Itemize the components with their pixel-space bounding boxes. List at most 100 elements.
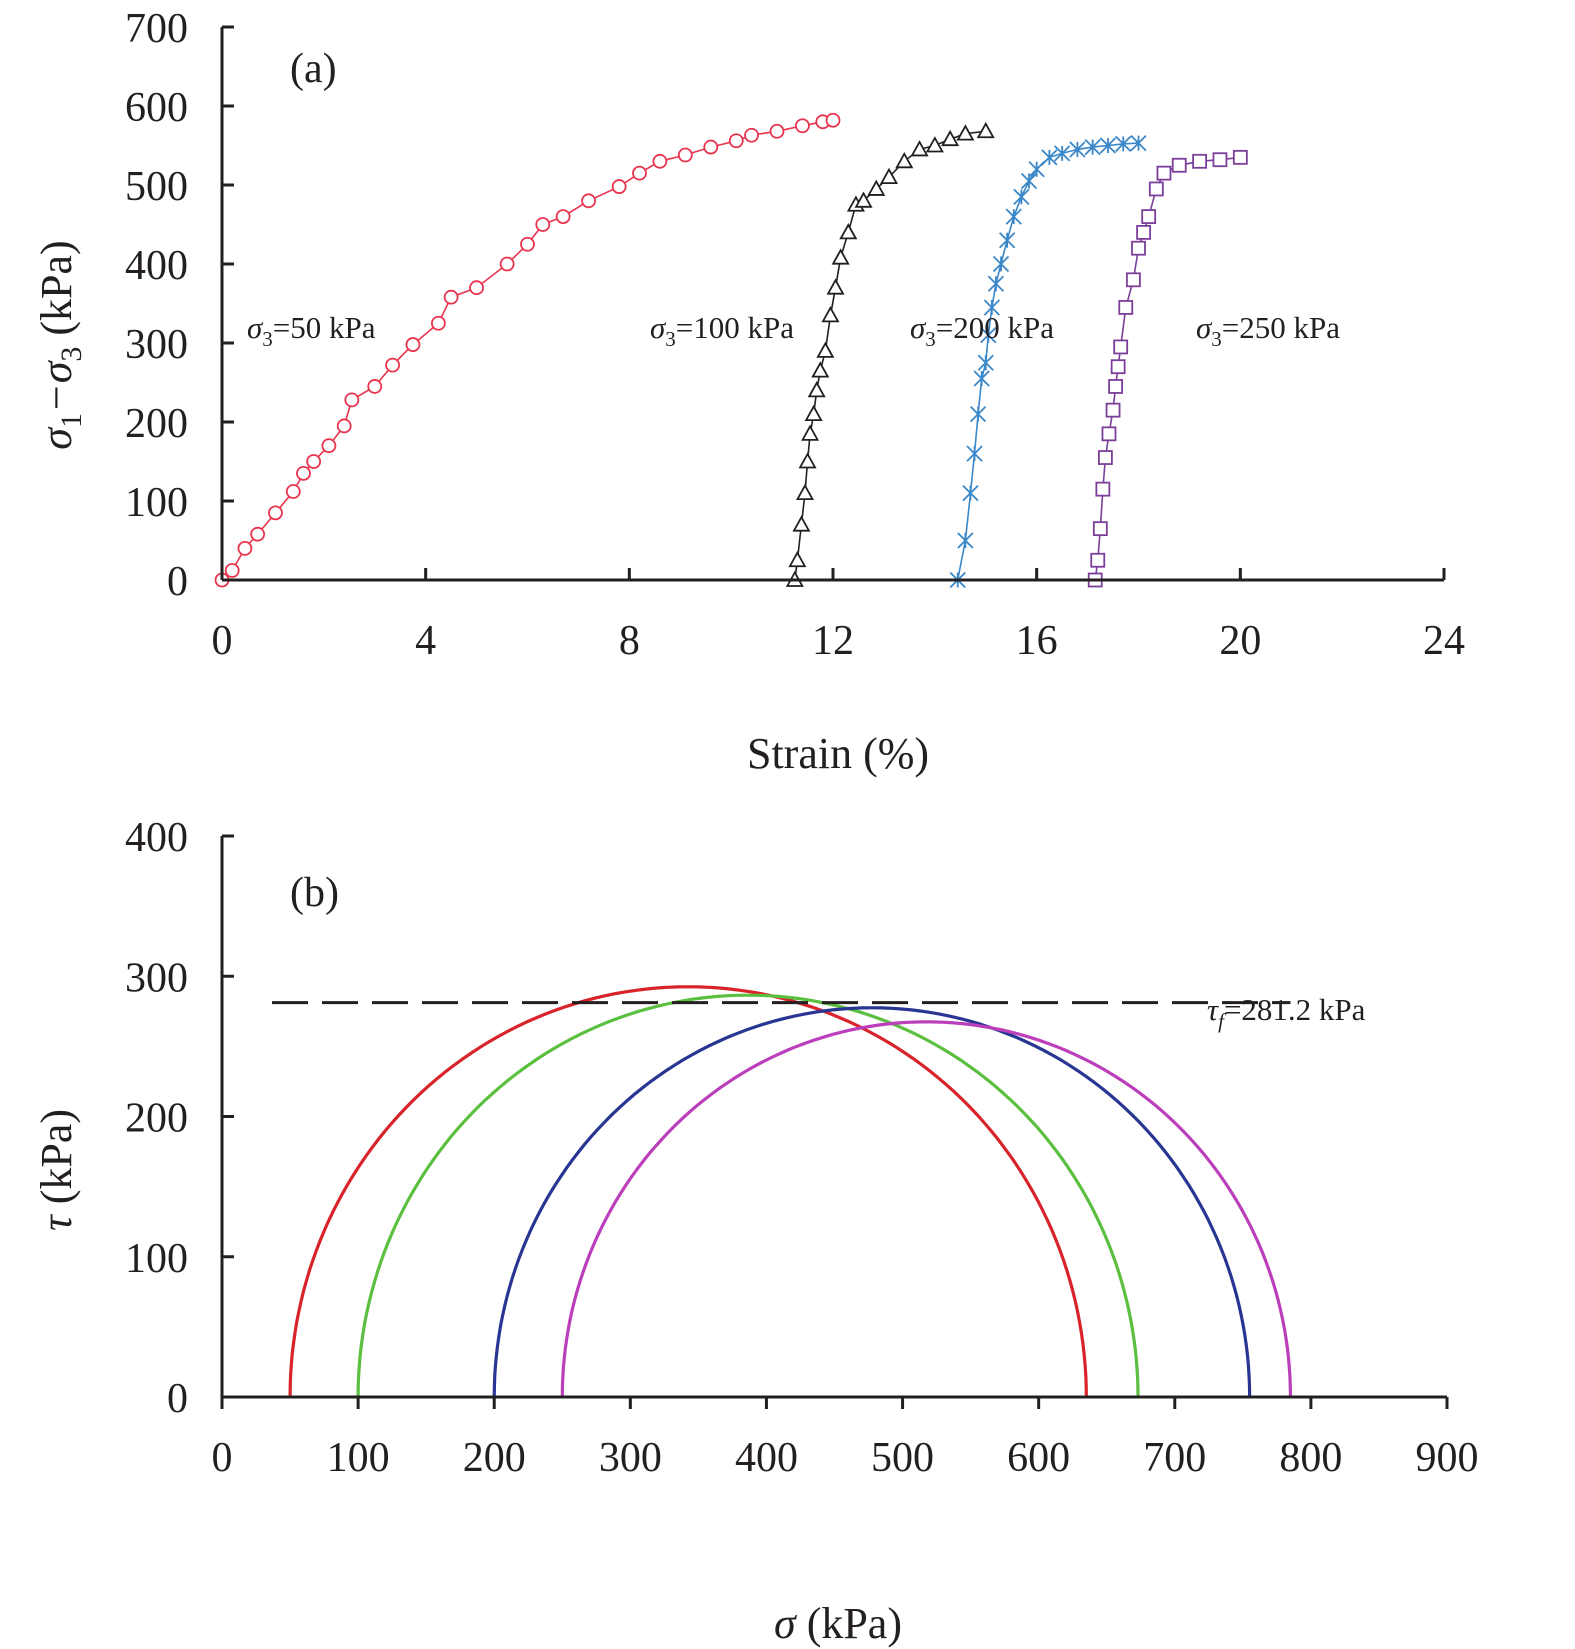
data-point bbox=[535, 217, 551, 232]
panel-a-y-tick-label: 0 bbox=[167, 559, 188, 605]
data-point bbox=[443, 289, 459, 305]
data-point bbox=[957, 532, 974, 549]
data-point bbox=[555, 209, 571, 225]
panel-b-x-tick-label: 500 bbox=[871, 1435, 934, 1481]
data-point bbox=[807, 381, 826, 398]
series-label-200kpa: σ3=200 kPa bbox=[910, 310, 1054, 351]
series-star bbox=[949, 134, 1147, 589]
data-point bbox=[336, 418, 352, 434]
panel-b-x-tick-label: 800 bbox=[1279, 1435, 1342, 1481]
data-point bbox=[268, 505, 283, 521]
envelope-label: τf=281.2 kPa bbox=[1207, 992, 1366, 1033]
series-square bbox=[1087, 149, 1248, 588]
data-point bbox=[1192, 153, 1207, 169]
data-point bbox=[385, 357, 400, 373]
panel-b-x-tick-label: 100 bbox=[327, 1435, 390, 1481]
panel-b-x-tick-label: 700 bbox=[1143, 1435, 1206, 1481]
data-point bbox=[839, 223, 858, 240]
data-point bbox=[296, 465, 311, 481]
panel-a-series bbox=[214, 112, 1248, 589]
panel-b-x-tick-label: 400 bbox=[735, 1435, 798, 1481]
data-point bbox=[1113, 339, 1129, 355]
mohr-circle bbox=[492, 1006, 1252, 1398]
data-point bbox=[1212, 152, 1228, 168]
data-point bbox=[811, 361, 830, 378]
data-point bbox=[1013, 188, 1030, 205]
panel-b-y-tick-label: 100 bbox=[125, 1236, 188, 1282]
data-point bbox=[1069, 141, 1086, 158]
series-line bbox=[221, 119, 834, 581]
data-point bbox=[1130, 134, 1147, 152]
panel-b-y-tick-label: 0 bbox=[167, 1376, 188, 1422]
data-point bbox=[788, 550, 807, 568]
panel-b-tick-labels: 0 100 200 300 400 0 100 200 300 400 500 600 700 800 90… bbox=[125, 815, 1479, 1481]
data-point bbox=[632, 165, 647, 181]
data-point bbox=[998, 232, 1016, 249]
data-point bbox=[1053, 145, 1071, 162]
panel-a: 0 100 200 300 400 500 600 700 0 4 8 12 16 20 24 (a) St… bbox=[32, 6, 1465, 778]
data-point bbox=[1108, 379, 1123, 394]
data-point bbox=[250, 526, 266, 542]
panel-a-y-tick-label: 700 bbox=[125, 6, 188, 52]
data-point bbox=[821, 305, 840, 323]
panel-a-x-tick-label: 24 bbox=[1423, 618, 1465, 664]
data-point bbox=[831, 248, 850, 265]
data-point bbox=[962, 484, 979, 502]
data-point bbox=[1115, 135, 1132, 153]
data-point bbox=[992, 255, 1010, 273]
data-point bbox=[728, 133, 744, 149]
panel-a-y-tick-label: 500 bbox=[125, 164, 188, 210]
data-point bbox=[1136, 224, 1151, 240]
data-point bbox=[224, 563, 240, 578]
data-point bbox=[1141, 209, 1157, 225]
series-label-250kpa: σ3=250 kPa bbox=[1196, 310, 1340, 351]
data-point bbox=[1041, 149, 1058, 166]
data-point bbox=[1105, 402, 1121, 418]
data-point bbox=[910, 140, 929, 157]
data-point bbox=[792, 515, 811, 532]
data-point bbox=[744, 127, 759, 143]
data-point bbox=[1232, 149, 1248, 165]
panel-a-x-tick-label: 0 bbox=[212, 618, 233, 664]
data-point bbox=[769, 123, 785, 139]
panel-a-x-tick-label: 4 bbox=[415, 618, 436, 664]
panel-a-x-tick-label: 20 bbox=[1219, 618, 1261, 664]
data-point bbox=[430, 315, 446, 331]
panel-a-y-tick-label: 400 bbox=[125, 243, 188, 289]
data-point bbox=[1171, 157, 1187, 173]
data-point bbox=[977, 354, 994, 371]
data-point bbox=[1110, 359, 1126, 375]
data-point bbox=[825, 112, 841, 128]
data-point bbox=[941, 129, 960, 147]
data-point bbox=[677, 147, 693, 163]
data-point bbox=[795, 483, 815, 501]
data-point bbox=[1092, 521, 1108, 537]
data-point bbox=[285, 484, 301, 499]
data-point bbox=[1095, 481, 1111, 497]
panel-a-x-tick-label: 12 bbox=[812, 618, 854, 664]
data-point bbox=[798, 452, 817, 469]
data-point bbox=[983, 299, 1000, 316]
panel-b-mohr-circles bbox=[288, 985, 1293, 1398]
data-point bbox=[854, 191, 873, 208]
data-point bbox=[879, 167, 899, 185]
panel-b-y-tick-label: 400 bbox=[125, 815, 188, 861]
panel-a-y-tick-label: 600 bbox=[125, 85, 188, 131]
data-point bbox=[801, 424, 820, 441]
series-circle bbox=[214, 112, 841, 588]
data-point bbox=[237, 541, 253, 556]
panel-b-y-tick-label: 200 bbox=[125, 1096, 188, 1142]
data-point bbox=[652, 153, 668, 169]
data-point bbox=[804, 404, 823, 422]
panel-b-y-tick-label: 300 bbox=[125, 955, 188, 1001]
panel-a-y-axis-label: σ1−σ3 (kPa) bbox=[32, 240, 88, 449]
panel-a-x-tick-label: 16 bbox=[1016, 618, 1058, 664]
panel-a-y-tick-label: 300 bbox=[125, 322, 188, 368]
panel-b-x-tick-label: 200 bbox=[463, 1435, 526, 1481]
data-point bbox=[520, 236, 535, 252]
panel-b: 0 100 200 300 400 0 100 200 300 400 500 600 700 800 90… bbox=[32, 815, 1479, 1648]
data-point bbox=[703, 139, 719, 155]
data-point bbox=[1098, 450, 1113, 465]
data-point bbox=[925, 136, 944, 153]
data-point bbox=[405, 337, 421, 352]
